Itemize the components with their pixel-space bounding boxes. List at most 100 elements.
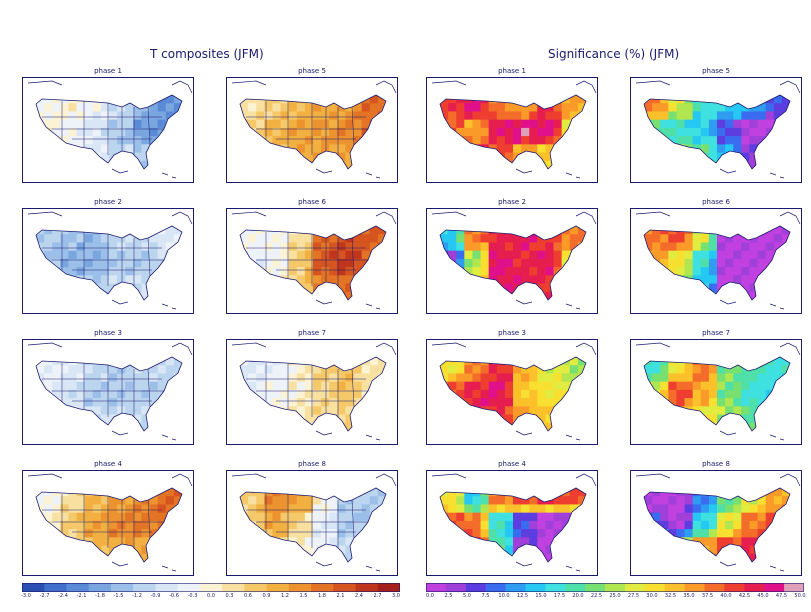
field-cell bbox=[353, 119, 363, 129]
field-cell bbox=[353, 398, 363, 407]
right-panel-4: phase 6 bbox=[630, 198, 802, 316]
field-cell bbox=[488, 529, 498, 538]
field-cell bbox=[676, 250, 685, 260]
field-cell bbox=[125, 512, 134, 522]
field-cell bbox=[125, 398, 134, 407]
field-cell bbox=[125, 504, 134, 514]
field-cell bbox=[545, 537, 554, 546]
field-cell bbox=[76, 512, 86, 522]
field-cell bbox=[733, 496, 742, 505]
field-cell bbox=[537, 119, 546, 129]
field-cell bbox=[733, 529, 742, 538]
colorbar-swatch bbox=[644, 583, 666, 592]
field-cell bbox=[264, 242, 273, 252]
coastline bbox=[375, 342, 397, 356]
field-cell bbox=[345, 529, 354, 538]
field-cell bbox=[660, 127, 669, 137]
field-cell bbox=[248, 250, 257, 260]
field-cell bbox=[329, 127, 338, 137]
field-cell bbox=[117, 242, 126, 252]
field-cell bbox=[329, 365, 338, 374]
field-cell bbox=[553, 127, 563, 137]
field-cell bbox=[660, 504, 669, 514]
field-cell bbox=[240, 103, 249, 112]
field-cell bbox=[165, 226, 175, 235]
field-cell bbox=[529, 520, 538, 530]
field-cell bbox=[36, 365, 45, 374]
field-cell bbox=[553, 242, 563, 252]
field-cell bbox=[240, 234, 249, 243]
field-cell bbox=[133, 144, 142, 153]
field-cell bbox=[76, 520, 86, 530]
field-cell bbox=[288, 258, 298, 268]
field-cell bbox=[529, 111, 538, 121]
field-cell bbox=[125, 136, 134, 145]
field-cell bbox=[464, 529, 473, 538]
state-border bbox=[147, 237, 151, 277]
field-cell bbox=[117, 250, 126, 260]
field-cell bbox=[553, 250, 563, 260]
field-cell bbox=[464, 398, 473, 407]
field-cell bbox=[321, 496, 330, 505]
field-cell bbox=[256, 381, 265, 391]
field-cell bbox=[733, 250, 742, 260]
colorbar-swatch bbox=[44, 583, 67, 592]
field-cell bbox=[660, 250, 669, 260]
field-cell bbox=[488, 258, 498, 268]
field-cell bbox=[149, 103, 159, 112]
field-cell bbox=[496, 504, 506, 514]
field-cell bbox=[741, 111, 750, 121]
field-cell bbox=[141, 414, 150, 424]
field-cell bbox=[700, 406, 710, 415]
field-cell bbox=[288, 242, 298, 252]
field-cell bbox=[765, 381, 775, 391]
field-cell bbox=[708, 389, 718, 399]
coastline bbox=[315, 168, 333, 174]
field-cell bbox=[248, 111, 257, 121]
field-cell bbox=[480, 234, 490, 243]
field-cell bbox=[749, 512, 758, 522]
field-cell bbox=[781, 496, 790, 505]
field-cell bbox=[456, 234, 465, 243]
field-cell bbox=[733, 234, 742, 243]
field-cell bbox=[173, 226, 182, 235]
field-cell bbox=[109, 398, 118, 407]
field-cell bbox=[668, 242, 677, 252]
field-cell bbox=[496, 389, 506, 399]
field-cell bbox=[472, 250, 481, 260]
field-cell bbox=[733, 242, 742, 252]
colorbar-tick-label: 32.5 bbox=[664, 593, 677, 599]
colorbar-swatch bbox=[525, 583, 546, 592]
field-cell bbox=[288, 381, 298, 391]
field-cell bbox=[296, 127, 306, 137]
field-cell bbox=[141, 398, 150, 407]
field-cell bbox=[569, 504, 579, 514]
field-cell bbox=[757, 389, 767, 399]
field-cell bbox=[361, 234, 371, 243]
field-cell bbox=[765, 103, 775, 112]
field-cell bbox=[692, 136, 702, 145]
country-outline bbox=[439, 94, 587, 170]
field-cell bbox=[488, 365, 498, 374]
field-cell bbox=[480, 258, 490, 268]
field-cell bbox=[749, 414, 758, 424]
field-cell bbox=[644, 365, 653, 374]
field-cell bbox=[529, 406, 538, 415]
field-cell bbox=[708, 406, 718, 415]
field-cell bbox=[264, 111, 273, 121]
field-cell bbox=[149, 365, 159, 374]
coastline bbox=[575, 342, 597, 356]
colorbar-tick-label: -0.3 bbox=[187, 593, 198, 599]
field-cell bbox=[521, 267, 530, 276]
field-cell bbox=[361, 242, 371, 252]
field-cell bbox=[496, 136, 506, 145]
field-cell bbox=[733, 111, 742, 121]
field-cell bbox=[529, 127, 538, 137]
coastline bbox=[635, 342, 671, 348]
field-cell bbox=[529, 242, 538, 252]
coastline bbox=[719, 430, 737, 436]
field-cell bbox=[480, 504, 490, 514]
coastline bbox=[779, 473, 801, 487]
field-cell bbox=[337, 111, 346, 121]
field-cell bbox=[52, 250, 61, 260]
